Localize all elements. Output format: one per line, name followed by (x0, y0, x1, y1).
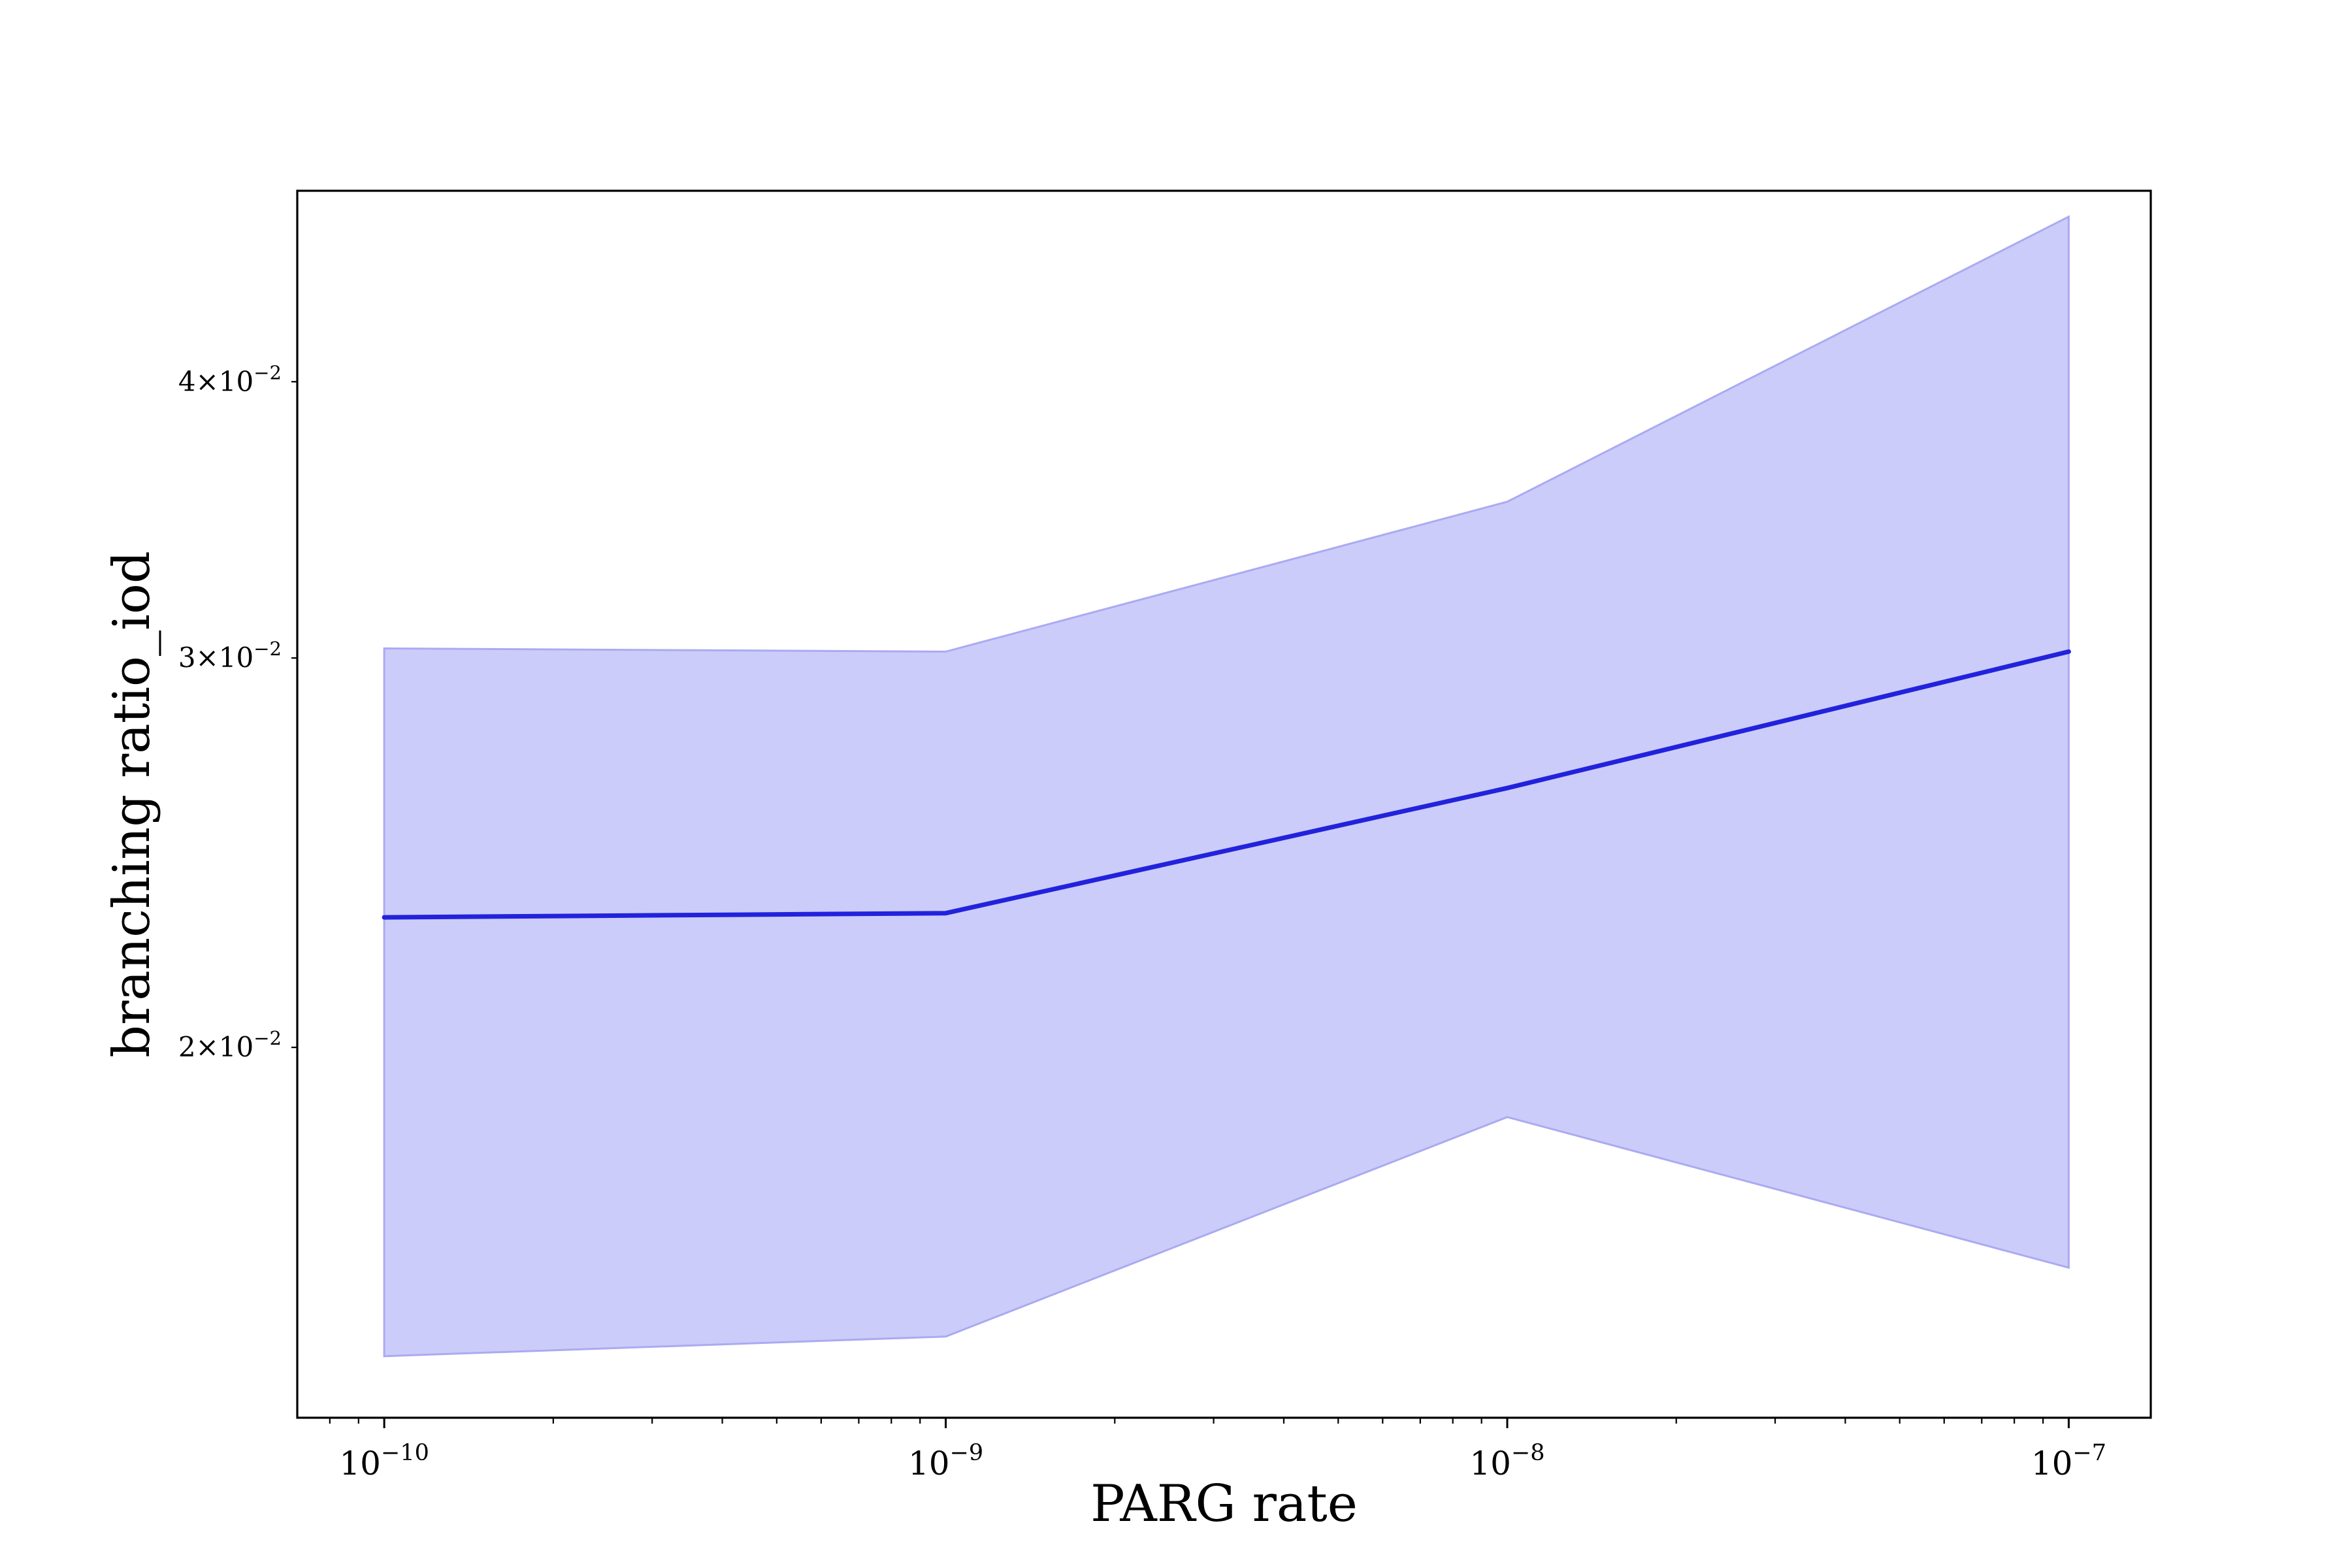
x-tick-label-2: 10−8 (1469, 1440, 1544, 1482)
y-axis-label: branching ratio_iod (103, 551, 161, 1058)
x-tick-label-3: 10−7 (2031, 1440, 2106, 1482)
confidence-band-layer (383, 215, 2070, 1358)
y-tick-label-1: 3×10−2 (178, 638, 282, 674)
y-tick-label-2: 4×10−2 (178, 361, 282, 397)
x-axis-label: PARG rate (1090, 1475, 1358, 1533)
tick-layer: 10−10 10−9 10−8 10−7 2×10−2 3×10−2 4×10−2 (178, 361, 2106, 1482)
plot-area-frame (296, 189, 2152, 1419)
x-tick-label-1: 10−9 (908, 1440, 983, 1482)
x-tick-label-0: 10−10 (339, 1440, 429, 1482)
series-line-layer (382, 649, 2071, 920)
confidence-band-0 (383, 215, 2070, 1358)
y-tick-label-0: 2×10−2 (178, 1027, 282, 1063)
series-line-0 (382, 649, 2071, 920)
